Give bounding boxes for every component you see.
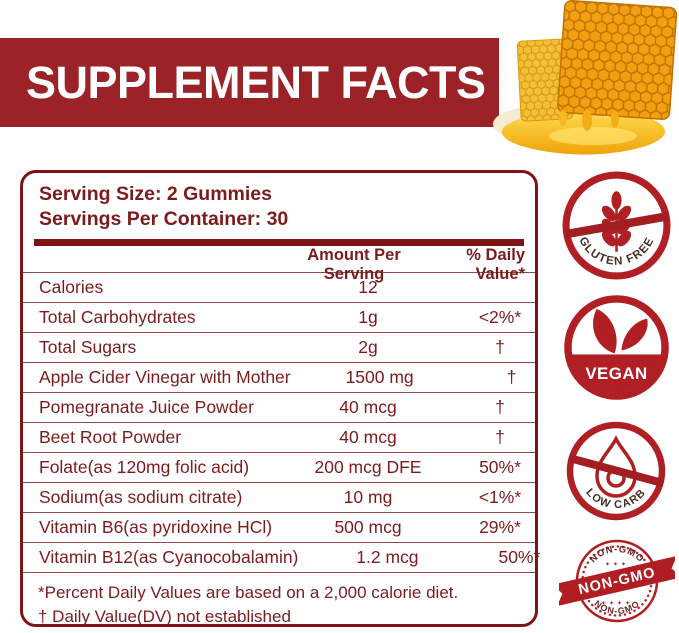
ingredient-name: Total Sugars <box>39 337 137 357</box>
ingredient-name: Beet Root Powder <box>39 427 182 447</box>
supplement-facts-panel: Serving Size: 2 Gummies Servings Per Con… <box>20 170 540 629</box>
table-row: Calories 12 <box>23 273 535 303</box>
ingredient-name: Vitamin B6(as pyridoxine HCl) <box>39 517 273 537</box>
ingredient-amount: 12 <box>358 277 378 297</box>
footnotes: *Percent Daily Values are based on a 2,0… <box>23 573 535 629</box>
ingredient-dv: † <box>495 427 505 447</box>
ingredient-name: Calories <box>39 277 104 297</box>
low-carb-badge: LOW CARB <box>566 421 666 521</box>
footnote-daily-values: *Percent Daily Values are based on a 2,0… <box>38 583 459 602</box>
table-header-row: Amount Per Serving % Daily Value* <box>23 246 535 283</box>
ingredient-amount: 1.2 mcg <box>356 547 419 567</box>
ingredient-amount: 1500 mg <box>345 367 414 387</box>
stars-icon: ✦✦✦ <box>605 561 629 568</box>
ingredient-amount: 40 mcg <box>339 427 397 447</box>
non-gmo-badge: NON-GMO NON-GMO ✦✦✦ ✦✦✦✦ NON-GMO <box>559 539 675 623</box>
ingredient-name: Vitamin B12(as Cyanocobalamin) <box>39 547 299 567</box>
honey-pool-shape <box>501 113 666 155</box>
ingredient-dv: <2%* <box>478 307 522 327</box>
footnote-dagger: † Daily Value(DV) not established <box>38 607 291 626</box>
stars-icon: ✦✦✦✦ <box>601 600 633 607</box>
serving-size: Serving Size: 2 Gummies <box>39 183 273 205</box>
table-row: Apple Cider Vinegar with Mother 1500 mg … <box>23 363 535 393</box>
header-daily-value: % Daily Value* <box>466 246 525 283</box>
ingredient-amount: 500 mcg <box>334 517 402 537</box>
ingredient-amount: 200 mcg DFE <box>314 457 422 477</box>
prohibition-slash-icon <box>567 453 665 488</box>
gluten-free-badge: GLUTEN FREE <box>562 171 671 280</box>
ingredient-dv: † <box>495 337 505 357</box>
table-row: Vitamin B12(as Cyanocobalamin) 1.2 mcg 5… <box>23 543 540 573</box>
table-row: Total Carbohydrates 1g <2%* <box>23 303 535 333</box>
ingredient-dv: † <box>495 397 505 417</box>
table-row: Pomegranate Juice Powder 40 mcg † <box>23 393 535 423</box>
vegan-badge: VEGAN <box>564 295 669 400</box>
page-title: SUPPLEMENT FACTS <box>26 56 486 108</box>
table-row: Sodium(as sodium citrate) 10 mg <1%* <box>23 483 535 513</box>
header-amount-per-serving: Amount Per Serving <box>307 246 401 283</box>
honeycomb-image <box>493 0 678 155</box>
title-banner: SUPPLEMENT FACTS <box>0 38 499 127</box>
ingredient-amount: 1g <box>358 307 378 327</box>
ingredient-dv: <1%* <box>478 487 522 507</box>
ingredient-amount: 2g <box>358 337 378 357</box>
servings-per-container: Servings Per Container: 30 <box>39 208 289 230</box>
divider-bar <box>34 239 524 246</box>
table-row: Total Sugars 2g † <box>23 333 535 363</box>
ingredient-amount: 10 mg <box>343 487 393 507</box>
table-row: Folate(as 120mg folic acid) 200 mcg DFE … <box>23 453 535 483</box>
serving-info: Serving Size: 2 Gummies Servings Per Con… <box>23 180 535 236</box>
leaves-icon <box>593 308 648 354</box>
ingredient-dv: 50%* <box>498 547 541 567</box>
table-row: Vitamin B6(as pyridoxine HCl) 500 mcg 29… <box>23 513 535 543</box>
prohibition-slash-icon <box>565 212 668 239</box>
ingredient-dv: 29%* <box>479 517 521 537</box>
ingredient-name: Pomegranate Juice Powder <box>39 397 254 417</box>
ingredient-name: Total Carbohydrates <box>39 307 196 327</box>
ingredient-amount: 40 mcg <box>339 397 397 417</box>
ingredient-name: Apple Cider Vinegar with Mother <box>39 367 291 387</box>
ingredient-dv: † <box>506 367 517 387</box>
ingredient-name: Folate(as 120mg folic acid) <box>39 457 250 477</box>
ingredient-name: Sodium(as sodium citrate) <box>39 487 243 507</box>
vegan-label: VEGAN <box>585 364 647 383</box>
ingredient-dv: 50%* <box>479 457 521 477</box>
honey-drips-shape <box>559 109 619 131</box>
honeycomb-front-block <box>557 0 678 121</box>
table-row: Beet Root Powder 40 mcg † <box>23 423 535 453</box>
